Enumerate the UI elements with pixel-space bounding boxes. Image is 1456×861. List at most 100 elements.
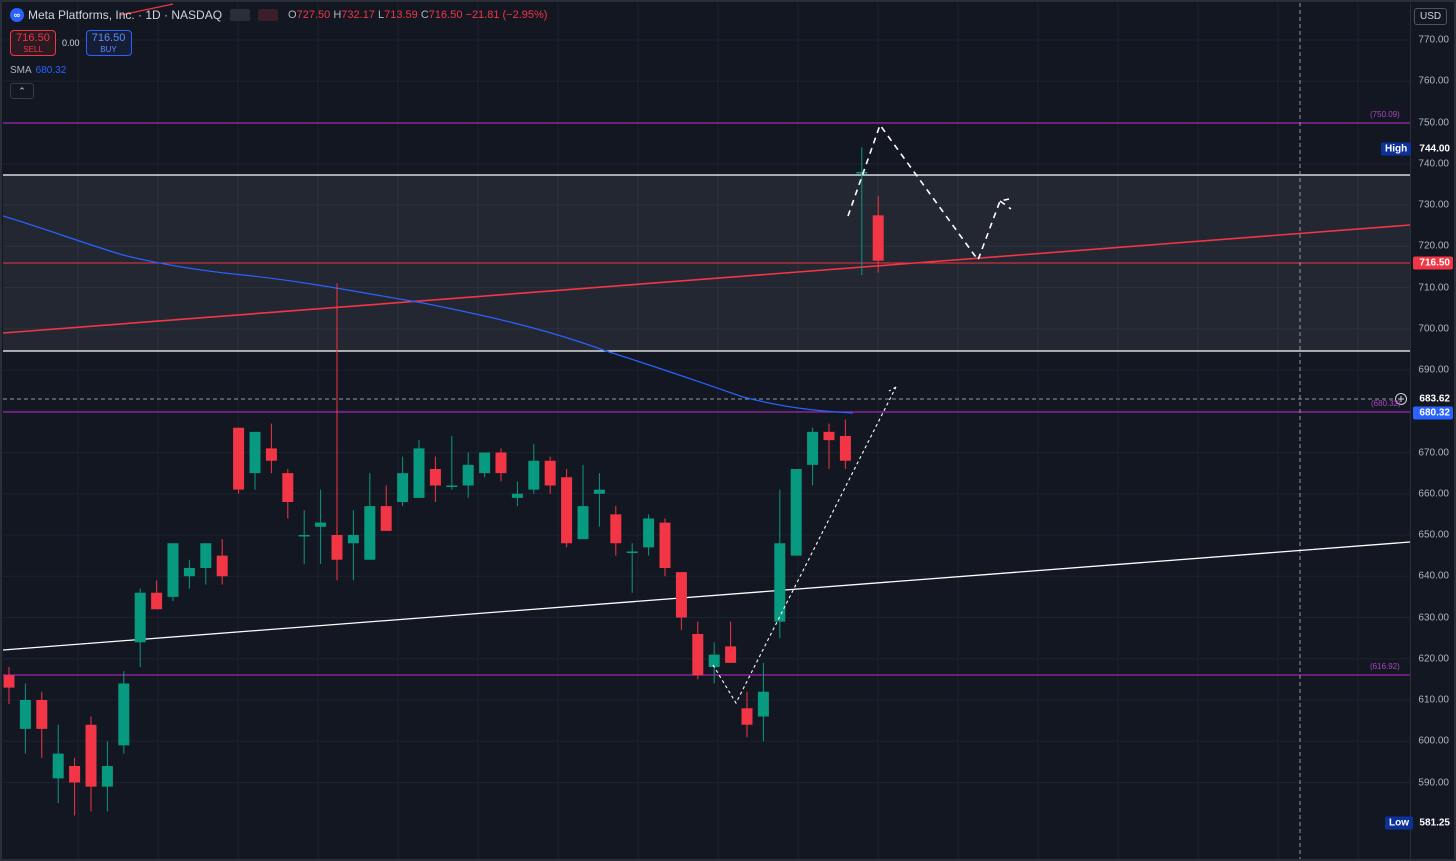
candle-body <box>216 555 228 577</box>
spread-value: 0.00 <box>62 38 80 48</box>
level-label-upper: (750.09) <box>1370 110 1400 119</box>
sma-price-label: 680.32 <box>1413 406 1453 420</box>
price-tick-label: 600.00 <box>1418 735 1449 747</box>
currency-selector[interactable]: USD <box>1414 8 1448 25</box>
candle-body <box>134 592 146 643</box>
candles[interactable] <box>3 147 884 816</box>
candle-body <box>265 448 277 461</box>
candle-body <box>528 460 540 490</box>
candle-body <box>823 431 835 441</box>
candle-body <box>298 535 310 537</box>
price-tick-label: 760.00 <box>1418 75 1449 87</box>
candle-body <box>118 683 130 746</box>
candle-body <box>19 700 31 729</box>
candle-body <box>856 172 868 174</box>
meta-logo-icon: ∞ <box>10 8 24 22</box>
price-chart[interactable] <box>3 3 1410 859</box>
crosshair-add-icon[interactable] <box>1395 393 1407 405</box>
price-tick-label: 710.00 <box>1418 282 1449 293</box>
top-corner-red-line <box>120 3 174 16</box>
sell-button[interactable]: 716.50 SELL <box>10 30 56 56</box>
candle-body <box>757 691 769 717</box>
price-axis[interactable]: 770.00 760.00 750.00 740.00 730.00 720.00 710.… <box>1381 3 1455 859</box>
candle-body <box>69 766 81 783</box>
price-tick-label: 640.00 <box>1418 570 1449 582</box>
candle-body <box>479 452 491 474</box>
high-price-label: 744.00 <box>1413 142 1453 156</box>
low-tag: Low <box>1385 816 1413 830</box>
crosshair-price-label: 683.62 <box>1413 392 1453 406</box>
candle-body <box>364 506 376 560</box>
candle-body <box>429 469 441 486</box>
candle-body <box>561 477 573 544</box>
candle-body <box>331 535 343 560</box>
candle-body <box>85 724 97 787</box>
candle-body <box>347 535 359 544</box>
ohlc-values: O727.50 H732.17 L713.59 C716.50 −21.81 (… <box>288 9 548 21</box>
low-price-label: 581.25 <box>1413 816 1453 830</box>
candle-body <box>3 675 15 688</box>
candle-body <box>36 700 48 729</box>
price-tick-label: 590.00 <box>1418 777 1449 788</box>
candle-body <box>610 514 622 544</box>
candle-body <box>413 448 425 498</box>
level-label-lower: (616.92) <box>1370 662 1400 671</box>
settings-toggle-icon[interactable] <box>258 9 279 21</box>
price-tick-label: 620.00 <box>1418 653 1449 665</box>
candle-body <box>643 518 655 548</box>
candle-body <box>790 469 802 556</box>
candle-body <box>167 543 179 597</box>
price-tick-label: 690.00 <box>1418 364 1449 376</box>
candle-body <box>183 568 195 577</box>
price-tick-label: 670.00 <box>1418 447 1449 458</box>
candle-body <box>495 452 507 474</box>
price-change: −21.81 (−2.95%) <box>465 9 548 21</box>
chevron-up-icon[interactable]: ⌃ <box>10 83 34 99</box>
projection-path-lower[interactable] <box>712 386 897 705</box>
price-tick-label: 740.00 <box>1418 158 1449 170</box>
visibility-toggle-icon[interactable] <box>230 9 251 21</box>
candle-body <box>446 485 458 487</box>
candle-body <box>872 215 884 261</box>
candle-body <box>233 427 245 490</box>
candle-body <box>544 460 556 486</box>
candle-body <box>380 506 392 531</box>
rising-trendline-red[interactable] <box>3 224 1410 334</box>
candle-body <box>462 464 474 486</box>
last-price-label: 716.50 <box>1413 256 1453 270</box>
price-tick-label: 730.00 <box>1418 199 1449 211</box>
candle-body <box>593 489 605 494</box>
candle-body <box>151 592 163 610</box>
candle-body <box>315 522 327 527</box>
price-tick-label: 660.00 <box>1418 488 1449 500</box>
candle-body <box>511 493 523 498</box>
candle-body <box>839 436 851 461</box>
buy-button[interactable]: 716.50 BUY <box>85 30 132 56</box>
candle-body <box>708 654 720 667</box>
rising-trendline-white[interactable] <box>3 541 1410 651</box>
level-label-middle: (680.32) <box>1371 399 1401 408</box>
candle-body <box>725 646 737 663</box>
candle-body <box>397 473 409 502</box>
price-tick-label: 610.00 <box>1418 694 1449 706</box>
candle-body <box>807 431 819 465</box>
candle-body <box>282 473 294 502</box>
candle-body <box>692 634 704 676</box>
sma-indicator-legend[interactable]: SMA 680.32 <box>10 65 67 76</box>
candle-body <box>626 551 638 553</box>
symbol-title[interactable]: Meta Platforms, Inc. · 1D · NASDAQ <box>28 8 223 22</box>
price-tick-label: 700.00 <box>1418 323 1449 335</box>
candle-body <box>577 506 589 540</box>
trade-panel: 716.50 SELL 0.00 716.50 BUY <box>10 30 132 56</box>
candle-body <box>659 522 671 568</box>
candle-body <box>200 543 212 568</box>
candle-body <box>741 708 753 725</box>
price-tick-label: 630.00 <box>1418 612 1449 623</box>
price-tick-label: 770.00 <box>1418 34 1449 46</box>
sma-line[interactable] <box>3 215 854 414</box>
candle-body <box>101 766 113 787</box>
symbol-legend[interactable]: ∞ Meta Platforms, Inc. · 1D · NASDAQ O72… <box>10 8 547 22</box>
candle-body <box>675 572 687 618</box>
projection-path-upper[interactable] <box>847 123 1012 262</box>
